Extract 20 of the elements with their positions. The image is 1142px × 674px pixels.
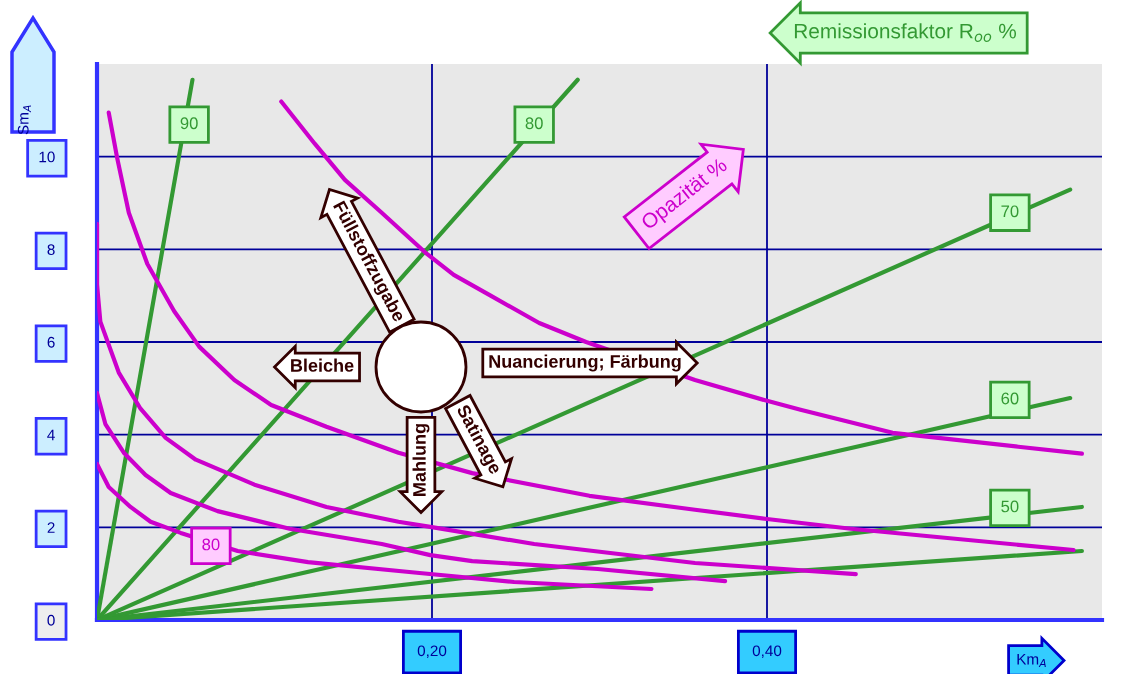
annotation: Bleiche [291,358,354,372]
annotation: 60 [1001,392,1019,405]
annotation: 50 [1001,500,1019,513]
y-tick-label: 0 [47,614,55,626]
annotation: 70 [1001,205,1019,218]
x-tick-label: 0,20 [417,645,447,659]
annotation: Nuancierung; Färbung [489,354,681,372]
y-tick-label: 10 [39,151,55,163]
y-tick-label: 2 [47,522,55,533]
x-tick-label: 0,40 [752,645,782,659]
annotation: Mahlung [412,424,430,496]
x-axis-title: Km$_{A}$ [1017,653,1046,667]
y-axis-title: Sm$_{A}$ [17,105,31,135]
annotation: 80 [202,538,220,551]
y-tick-label: 8 [47,244,55,256]
annotation: 90 [180,117,198,130]
annotation: 80 [525,117,543,130]
y-tick-label: 4 [47,429,55,441]
y-tick-label: 6 [47,336,55,348]
text: Remissionsfaktor R$_{oo}$ % [794,23,1017,42]
